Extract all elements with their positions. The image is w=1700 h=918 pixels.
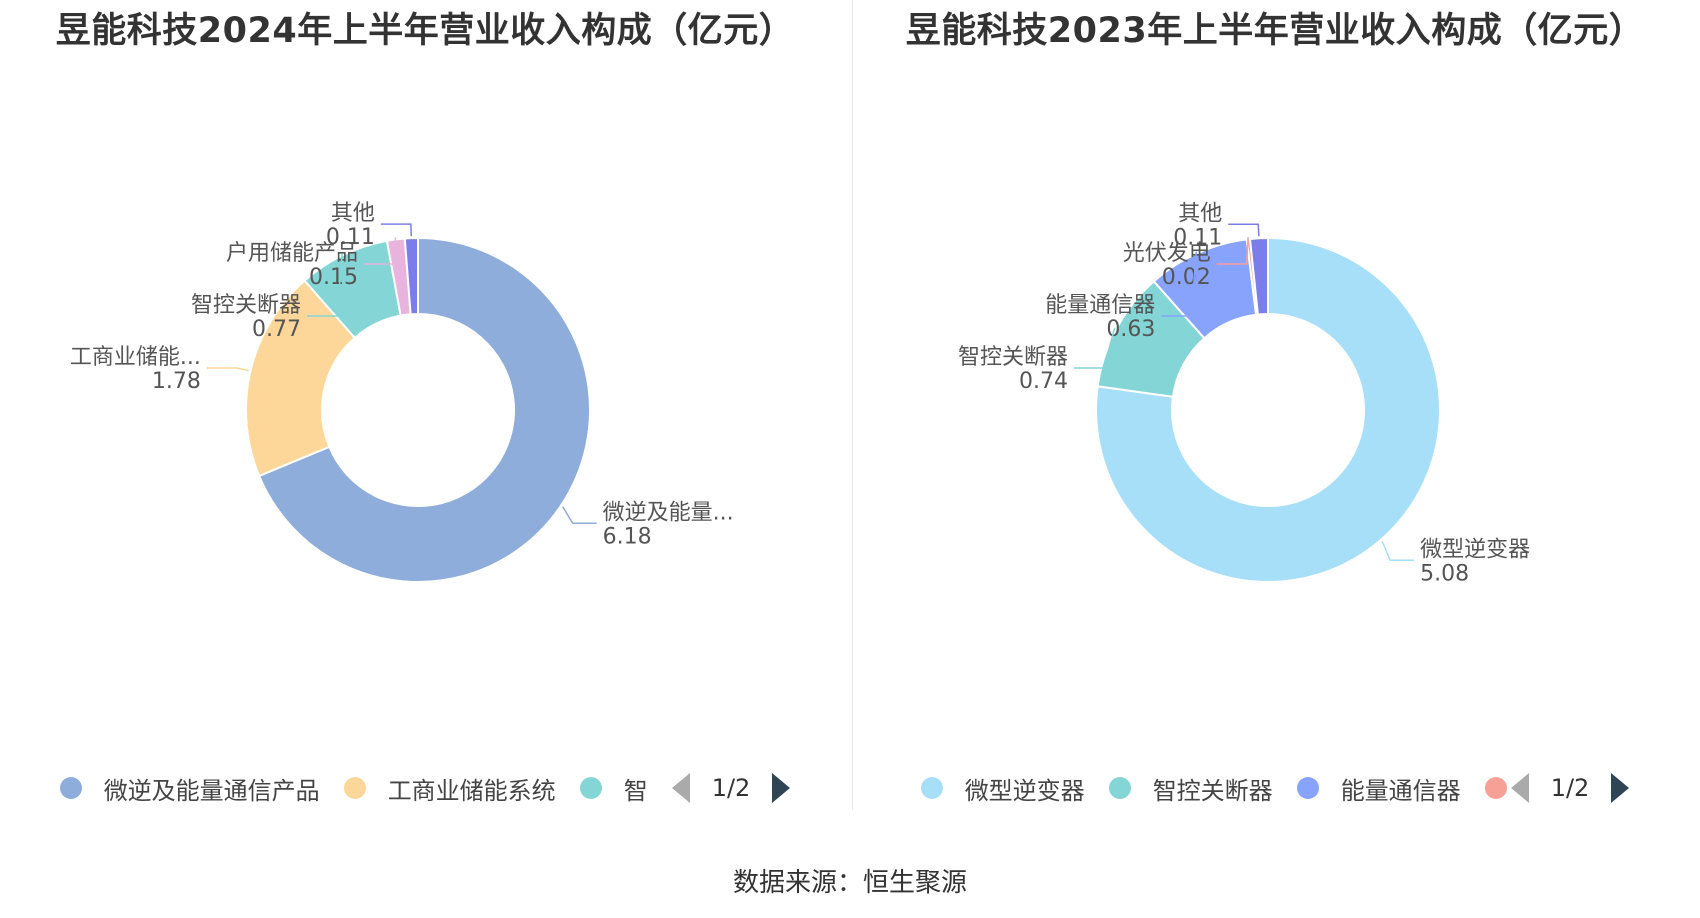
- label-leader-line: [1381, 540, 1415, 562]
- slice-label: 能量通信器: [1045, 293, 1155, 318]
- panel-divider: [852, 0, 853, 810]
- donut-slice[interactable]: [1095, 236, 1441, 583]
- legend-item[interactable]: 智控关断器: [1108, 771, 1273, 806]
- slice-value-label: 1.78: [152, 369, 201, 394]
- slice-label: 微逆及能量...: [603, 500, 734, 525]
- legend-dot: [920, 777, 943, 799]
- legend-label: 智控关断器: [1152, 776, 1273, 805]
- legend-item[interactable]: 智: [579, 771, 648, 806]
- chevron-right-icon[interactable]: [772, 773, 791, 803]
- chart-panel-2023: 昱能科技2023年上半年营业收入构成（亿元） 微型逆变器 5.08 其他 0.11 光伏…: [850, 0, 1700, 820]
- legend-label: 微型逆变器: [964, 776, 1085, 805]
- legend-item[interactable]: [1484, 777, 1507, 799]
- label-leader-line: [364, 237, 397, 265]
- label-leader-line: [1228, 223, 1260, 237]
- slice-value-label: 0.74: [1019, 369, 1068, 394]
- slice-label: 其他: [1178, 201, 1222, 226]
- chart-title: 昱能科技2023年上半年营业收入构成（亿元）: [905, 11, 1645, 51]
- slice-label: 光伏发电: [1123, 241, 1211, 266]
- legend-label: 智: [623, 776, 648, 805]
- slice-label: 工商业储能...: [70, 345, 201, 370]
- data-source-footer: 数据来源：恒生聚源: [732, 868, 967, 898]
- slice-value-label: 0.15: [309, 265, 358, 290]
- slice-label: 微型逆变器: [1420, 537, 1530, 562]
- legend-dot: [1484, 777, 1507, 799]
- slice-label: 其他: [331, 201, 375, 226]
- slice-value-label: 5.08: [1420, 561, 1469, 586]
- slice-value-label: 0.77: [252, 317, 301, 342]
- donut-slice[interactable]: [245, 279, 357, 478]
- slice-label: 智控关断器: [191, 293, 301, 318]
- label-leader-line: [1161, 251, 1198, 317]
- legend-item[interactable]: 能量通信器: [1296, 771, 1461, 806]
- slice-value-label: 0.11: [1173, 225, 1222, 250]
- donut-slice[interactable]: [1248, 236, 1269, 316]
- label-leader-line: [1216, 237, 1249, 265]
- legend-page-indicator: 1/2: [711, 774, 751, 802]
- slice-label: 智控关断器: [958, 345, 1068, 370]
- legend-label: 工商业储能系统: [387, 776, 556, 805]
- slice-value-label: 6.18: [603, 524, 652, 549]
- chevron-left-icon[interactable]: [1510, 773, 1529, 803]
- slice-value-label: 0.11: [326, 225, 375, 250]
- donut-slice[interactable]: [257, 236, 591, 583]
- legend-dot: [1296, 777, 1319, 799]
- legend-item[interactable]: 微型逆变器: [920, 771, 1085, 806]
- label-leader-line: [380, 223, 413, 237]
- label-leader-line: [206, 367, 249, 372]
- legend: 微型逆变器 智控关断器 能量通信器 1/2: [850, 768, 1700, 808]
- label-leader-line: [306, 253, 343, 317]
- legend-pager: 1/2: [671, 773, 791, 803]
- legend-label: 能量通信器: [1340, 776, 1461, 805]
- chart-panel-2024: 昱能科技2024年上半年营业收入构成（亿元） 微逆及能量... 6.18 其他 0.1…: [0, 0, 850, 820]
- label-leader-line: [1074, 327, 1116, 369]
- donut-chart-2023: 微型逆变器5.08其他0.11光伏发电0.02能量通信器0.63智控关断器0.7…: [958, 201, 1530, 586]
- chart-title: 昱能科技2024年上半年营业收入构成（亿元）: [55, 11, 795, 51]
- legend-dot: [579, 777, 602, 799]
- legend-dot: [59, 777, 82, 799]
- donut-slice[interactable]: [403, 236, 419, 316]
- legend-dot: [343, 777, 366, 799]
- legend-item[interactable]: 微逆及能量通信产品: [59, 771, 320, 806]
- legend-pager: 1/2: [1510, 773, 1630, 803]
- legend-page-indicator: 1/2: [1550, 774, 1590, 802]
- slice-label: 户用储能产品: [226, 241, 358, 266]
- legend-dot: [1108, 777, 1131, 799]
- chevron-left-icon[interactable]: [671, 773, 690, 803]
- legend-item[interactable]: 工商业储能系统: [343, 771, 556, 806]
- slice-value-label: 0.02: [1162, 265, 1211, 290]
- chevron-right-icon[interactable]: [1611, 773, 1630, 803]
- legend-label: 微逆及能量通信产品: [103, 776, 320, 805]
- label-leader-line: [562, 506, 597, 525]
- legend: 微逆及能量通信产品 工商业储能系统 智 1/2: [0, 768, 850, 808]
